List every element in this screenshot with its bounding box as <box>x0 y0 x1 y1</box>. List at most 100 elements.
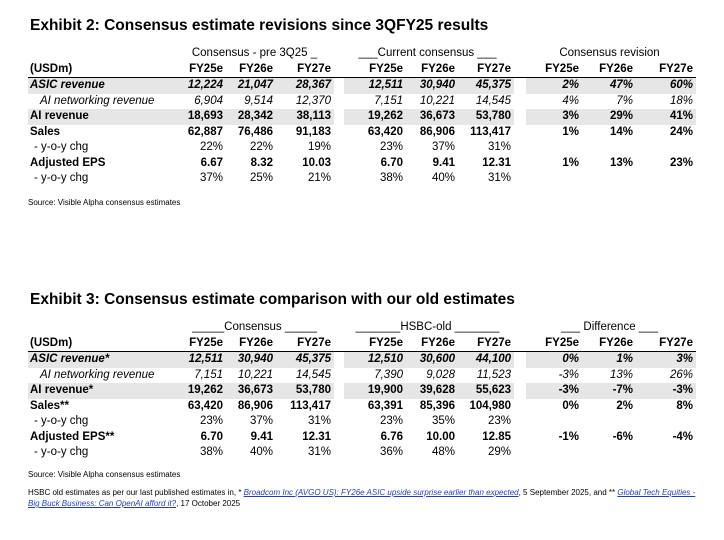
table-cell: 13% <box>609 156 633 169</box>
table-cell: 10.03 <box>302 156 331 169</box>
row-label: Adjusted EPS** <box>30 430 115 443</box>
table-cell: 86,906 <box>237 399 273 412</box>
year-header: FY25e <box>189 62 223 75</box>
table-cell: 22% <box>199 141 223 153</box>
table-cell: -6% <box>612 430 634 443</box>
year-header: FY25e <box>189 336 223 349</box>
table-cell: 36,673 <box>226 383 276 399</box>
table-cell: 9,514 <box>244 94 273 107</box>
table-cell: 40% <box>431 172 455 184</box>
table-cell: 40% <box>249 446 273 458</box>
year-header-row: (USDm) FY25e FY26e FY27e FY25e FY26e FY2… <box>28 62 696 78</box>
table-cell: 14,545 <box>475 94 511 107</box>
table-cell: 41% <box>636 109 696 125</box>
year-header: FY25e <box>369 336 403 349</box>
table-cell: 10,221 <box>237 368 273 381</box>
table-cell: 104,980 <box>469 399 512 412</box>
table-cell: 1% <box>562 125 579 138</box>
table-cell: 25% <box>249 172 273 184</box>
table-cell: 86,906 <box>419 125 455 138</box>
table-row: Sales 62,887 76,486 91,183 63,420 86,906 113,4… <box>28 125 696 141</box>
table-cell <box>636 140 696 156</box>
table-cell: 14,545 <box>295 368 331 381</box>
table-cell: 55,623 <box>458 383 515 399</box>
table-cell: 3% <box>636 351 697 368</box>
table-cell: 36% <box>379 446 403 458</box>
row-label: - y-o-y chg <box>34 415 89 427</box>
table-cell: 31% <box>307 415 331 427</box>
table-cell: 9,028 <box>426 368 455 381</box>
table-cell: 26% <box>669 368 694 381</box>
row-label: Sales <box>30 125 61 138</box>
table-cell: 28,367 <box>276 77 334 94</box>
table-cell: 60% <box>636 77 696 94</box>
table-cell <box>582 445 636 461</box>
group-header: ___Current consensus ___ <box>358 47 497 59</box>
group-header-row: _____Consensus _____ _______HSBC-old ___… <box>28 320 696 336</box>
table-cell: 23% <box>487 415 512 427</box>
table-cell: 63,420 <box>187 399 223 412</box>
year-header: FY26e <box>599 336 634 349</box>
year-header: FY25e <box>545 336 580 349</box>
footnote-mid: , 5 September 2025, and ** <box>518 488 618 497</box>
table-cell: 53,780 <box>276 383 334 399</box>
table-cell: 38,113 <box>276 109 334 125</box>
year-header: FY27e <box>659 62 693 75</box>
year-header: FY27e <box>477 336 512 349</box>
table-cell: 6.70 <box>200 430 223 443</box>
year-header: FY26e <box>421 62 455 75</box>
table-cell: 30,600 <box>406 351 458 368</box>
table-cell: 3% <box>526 109 582 125</box>
table-cell: 44,100 <box>458 351 515 368</box>
table-cell: 36,673 <box>406 109 458 125</box>
table-cell: 113,417 <box>290 399 331 412</box>
row-label: AI networking revenue <box>40 368 155 381</box>
table-cell: 19% <box>307 141 331 153</box>
table-cell: 7% <box>616 94 633 107</box>
table-cell: 35% <box>431 415 455 427</box>
row-label: ASIC revenue* <box>28 351 178 368</box>
table-cell: 31% <box>307 446 331 458</box>
exhibit-2-source: Source: Visible Alpha consensus estimate… <box>28 198 181 207</box>
table-cell: 0% <box>562 399 580 412</box>
table-cell <box>526 414 582 430</box>
exhibit-2-table: Consensus - pre 3Q25 _ ___Current consen… <box>28 46 696 187</box>
exhibit-2-title: Exhibit 2: Consensus estimate revisions … <box>30 17 489 34</box>
table-cell: 30,940 <box>406 77 458 94</box>
table-cell: 62,887 <box>187 125 223 138</box>
table-cell: 7,390 <box>374 368 403 381</box>
row-label: - y-o-y chg <box>34 172 89 184</box>
table-cell: 19,262 <box>344 109 406 125</box>
table-cell: 31% <box>487 172 511 184</box>
table-cell: 47% <box>582 77 636 94</box>
row-label: Sales** <box>30 399 70 412</box>
exhibit-3-title: Exhibit 3: Consensus estimate comparison… <box>30 291 515 308</box>
table-cell: 1% <box>562 156 579 169</box>
year-header: FY26e <box>421 336 455 349</box>
group-header: _______HSBC-old _______ <box>355 321 500 333</box>
footnote-link-broadcom[interactable]: Broadcom Inc (AVGO US): FY26e ASIC upsid… <box>243 488 519 497</box>
footnote-suffix: , 17 October 2025 <box>176 499 241 508</box>
table-cell: 85,396 <box>419 399 455 412</box>
table-cell: 63,391 <box>367 399 403 412</box>
footnote: HSBC old estimates as per our last publi… <box>28 487 708 509</box>
table-cell: 9.41 <box>250 430 273 443</box>
footnote-link-global-tech[interactable]: Global Tech Equities - Big Buck Business… <box>28 488 696 508</box>
table-cell: 12.31 <box>302 430 331 443</box>
table-cell: 8.32 <box>250 156 273 169</box>
table-cell: -3% <box>526 383 583 399</box>
row-label: Adjusted EPS <box>30 156 106 169</box>
table-cell: 12.31 <box>482 156 511 169</box>
table-row: ASIC revenue 12,224 21,047 28,367 12,511 30,9… <box>28 77 696 94</box>
table-cell <box>582 414 636 430</box>
table-cell: -1% <box>558 430 580 443</box>
table-cell: -3% <box>636 383 697 399</box>
table-row: Adjusted EPS** 6.70 9.41 12.31 6.76 10.00 12.8… <box>28 430 696 446</box>
table-cell: 29% <box>487 446 512 458</box>
row-label: - y-o-y chg <box>34 141 89 153</box>
table-cell <box>526 171 582 187</box>
exhibit-3-source: Source: Visible Alpha consensus estimate… <box>28 470 181 479</box>
table-cell: 10.00 <box>426 430 455 443</box>
table-cell: 14% <box>609 125 633 138</box>
table-cell: 13% <box>609 368 634 381</box>
